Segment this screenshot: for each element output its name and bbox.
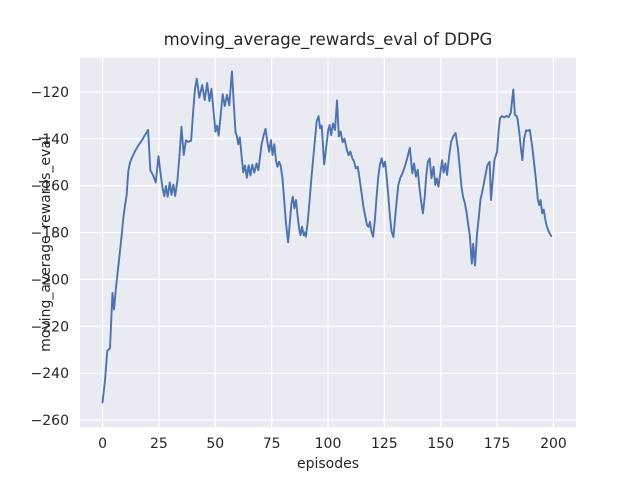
x-tick-label: 0 xyxy=(98,436,107,452)
y-tick-label: −220 xyxy=(31,319,69,335)
y-tick-label: −160 xyxy=(31,179,69,195)
x-axis-label: episodes xyxy=(296,456,360,472)
x-tick-label: 100 xyxy=(315,436,342,452)
y-tick-label: −180 xyxy=(31,226,69,242)
x-tick-label: 150 xyxy=(427,436,454,452)
x-tick-label: 75 xyxy=(263,436,281,452)
x-tick-label: 125 xyxy=(371,436,398,452)
series-line xyxy=(101,70,553,404)
y-tick-label: −260 xyxy=(31,413,69,429)
x-tick-label: 175 xyxy=(484,436,511,452)
y-tick-label: −120 xyxy=(31,85,69,101)
y-tick-label: −200 xyxy=(31,272,69,288)
y-tick-label: −140 xyxy=(31,132,69,148)
x-tick-label: 50 xyxy=(206,436,224,452)
chart-title: moving_average_rewards_eval of DDPG xyxy=(163,30,493,49)
y-tick-label: −240 xyxy=(31,366,69,382)
x-tick-label: 200 xyxy=(540,436,567,452)
x-tick-label: 25 xyxy=(150,436,168,452)
y-axis-label: moving_average_rewards_eval xyxy=(38,136,54,352)
